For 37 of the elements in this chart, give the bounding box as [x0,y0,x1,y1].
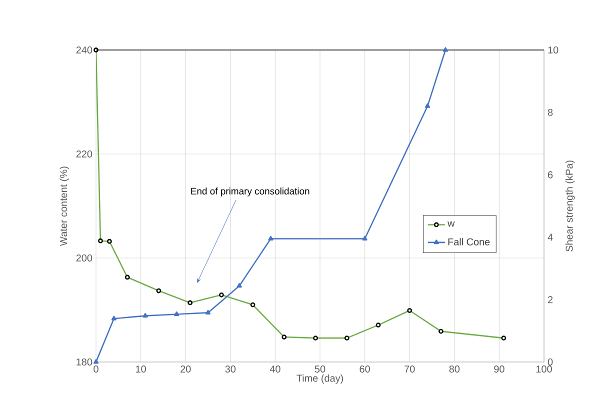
point [205,310,211,314]
y2-tick-label: 4 [548,234,553,241]
x-tick-label: 20 [180,366,191,373]
x-tick-label: 40 [270,366,280,373]
x-tick-label: 50 [314,366,326,373]
point [362,236,368,241]
x-tick-label: 100 [536,366,552,373]
x-tick-label: 10 [136,366,146,373]
y2-tick-label: 2 [548,296,553,304]
x-tick-label: 0 [94,366,98,373]
x-tick-label: 60 [360,366,370,373]
y2-tick-label: 10 [548,46,558,54]
point [442,47,448,52]
point [424,103,430,108]
x-tick-label: 90 [494,366,504,373]
point [236,283,242,288]
y2-axis-title: Shear strength (kPa) [565,160,575,252]
legend-label: Fall Cone [448,238,490,246]
point [111,316,116,320]
point [268,236,274,241]
point [142,312,148,318]
annotation: End of primary consolidation [191,188,310,196]
y-tick-label: 220 [76,150,92,158]
y-axis-title: Water content (%) [60,166,70,246]
y-tick-label: 200 [76,254,92,262]
point [93,359,99,364]
y-tick-label: 180 [76,358,92,366]
x-axis-title: Time (day) [296,374,343,384]
legend-label: w [448,221,455,227]
x-tick-label: 80 [449,366,460,373]
y2-tick-label: 0 [548,358,553,366]
y2-tick-label: 6 [548,171,553,178]
x-tick-label: 70 [404,366,415,373]
x-tick-label: 30 [225,366,236,373]
y-tick-label: 240 [76,46,92,54]
point [174,311,180,316]
y2-tick-label: 8 [548,108,553,116]
